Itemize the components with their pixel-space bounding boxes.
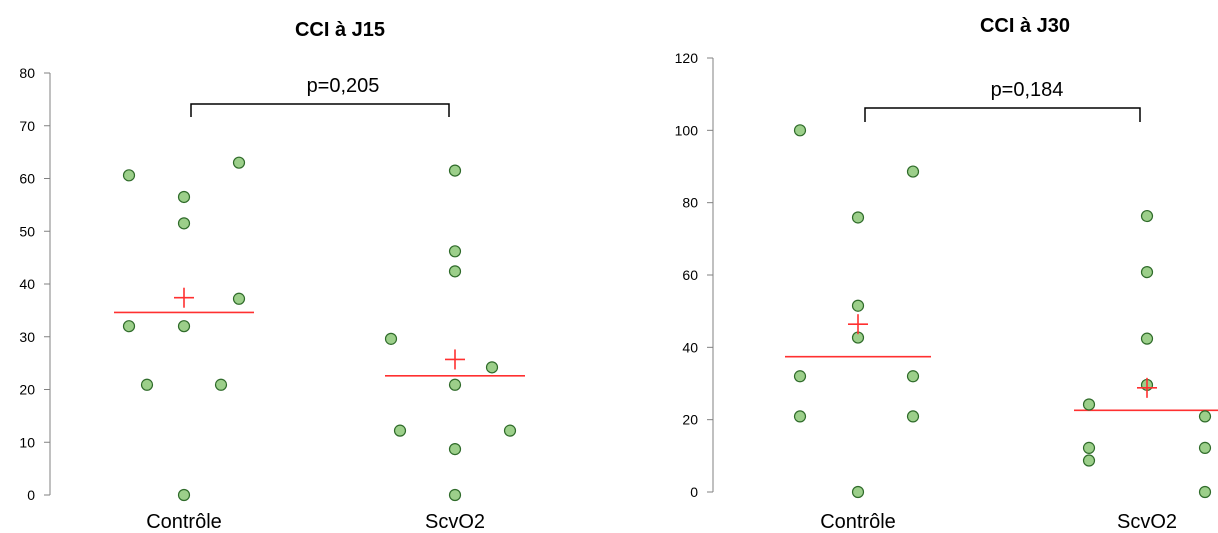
data-point bbox=[177, 190, 191, 204]
data-point bbox=[393, 424, 407, 437]
y-tick-label: 0 bbox=[27, 487, 35, 503]
y-tick-label: 0 bbox=[690, 484, 698, 500]
chart-title-1: CCI à J15 bbox=[295, 19, 385, 41]
y-tick-label: 100 bbox=[675, 122, 699, 138]
y-tick-label: 10 bbox=[19, 434, 35, 450]
x-category-label: ScvO2 bbox=[1117, 511, 1177, 533]
data-point bbox=[851, 485, 865, 499]
significance-bracket bbox=[864, 107, 1141, 122]
data-point bbox=[177, 217, 191, 230]
data-point bbox=[793, 124, 807, 137]
data-point bbox=[906, 370, 920, 383]
data-point bbox=[851, 211, 865, 224]
data-point bbox=[906, 165, 920, 178]
data-point bbox=[1082, 441, 1096, 454]
y-tick-label: 80 bbox=[682, 195, 698, 211]
data-point bbox=[140, 378, 154, 391]
data-point bbox=[1198, 441, 1212, 454]
data-point bbox=[1198, 485, 1212, 499]
data-point bbox=[448, 488, 462, 502]
data-point bbox=[851, 299, 865, 312]
data-point bbox=[1198, 410, 1212, 423]
y-tick-label: 60 bbox=[19, 171, 35, 187]
y-tick-label: 30 bbox=[19, 329, 35, 345]
y-tick-label: 120 bbox=[675, 50, 699, 66]
significance-bracket bbox=[190, 103, 450, 117]
data-point bbox=[503, 424, 517, 437]
data-point bbox=[1082, 454, 1096, 467]
data-point bbox=[448, 443, 462, 456]
y-tick-label: 60 bbox=[682, 267, 698, 283]
p-value-label: p=0,205 bbox=[307, 75, 380, 97]
p-value-label: p=0,184 bbox=[991, 79, 1064, 101]
data-point bbox=[177, 320, 191, 333]
data-point bbox=[448, 378, 462, 391]
y-tick-label: 20 bbox=[19, 382, 35, 398]
data-point bbox=[793, 370, 807, 383]
x-category-label: Contrôle bbox=[820, 511, 896, 533]
y-tick-label: 20 bbox=[682, 412, 698, 428]
y-tick-label: 70 bbox=[19, 118, 35, 134]
data-point bbox=[1140, 209, 1154, 223]
data-point bbox=[906, 410, 920, 423]
data-point bbox=[122, 169, 136, 182]
data-point bbox=[232, 292, 246, 305]
data-point bbox=[1140, 266, 1154, 279]
y-tick-label: 40 bbox=[19, 276, 35, 292]
data-point bbox=[448, 164, 462, 177]
x-category-label: Contrôle bbox=[146, 511, 222, 533]
data-point bbox=[1082, 398, 1096, 411]
data-point bbox=[448, 265, 462, 278]
chart-title-2: CCI à J30 bbox=[980, 15, 1070, 37]
data-point bbox=[448, 245, 462, 258]
data-point bbox=[793, 410, 807, 423]
data-point bbox=[122, 320, 136, 333]
y-tick-label: 80 bbox=[19, 65, 35, 81]
data-point bbox=[232, 156, 246, 169]
data-point bbox=[214, 378, 228, 391]
data-point bbox=[177, 488, 191, 502]
x-category-label: ScvO2 bbox=[425, 511, 485, 533]
y-tick-label: 50 bbox=[19, 223, 35, 239]
data-point bbox=[384, 332, 398, 345]
data-point bbox=[485, 361, 499, 374]
data-point bbox=[1140, 332, 1154, 345]
y-tick-label: 40 bbox=[682, 339, 698, 355]
